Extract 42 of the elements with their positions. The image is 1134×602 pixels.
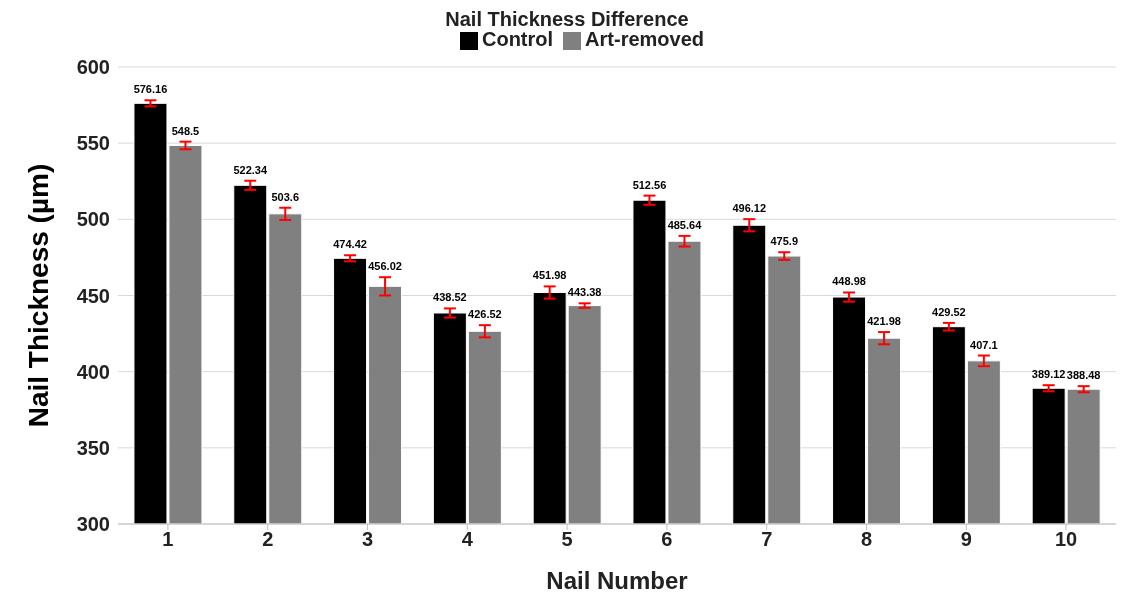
y-tick-label: 600: [76, 56, 110, 79]
y-tick-label: 350: [76, 436, 110, 459]
x-axis-title: Nail Number: [546, 567, 688, 595]
y-tick-label: 400: [76, 360, 110, 383]
data-label: 443.38: [567, 286, 602, 299]
x-tick-label: 5: [561, 528, 573, 551]
data-label: 388.48: [1066, 369, 1101, 382]
x-tick-label: 7: [761, 528, 773, 551]
y-tick-label: 450: [76, 284, 110, 307]
data-label: 485.64: [667, 218, 703, 231]
x-tick-label: 1: [162, 528, 174, 551]
data-label: 474.42: [333, 238, 367, 251]
data-label: 389.12: [1031, 368, 1066, 381]
data-label: 512.56: [632, 178, 667, 191]
chart-title: Nail Thickness Difference: [444, 8, 690, 31]
data-label: 503.6: [271, 190, 300, 203]
x-tick-label: 6: [661, 528, 673, 551]
data-label: 429.52: [932, 305, 966, 318]
data-label: 496.12: [732, 202, 767, 215]
data-label: 475.9: [770, 235, 799, 248]
data-label: 576.16: [133, 83, 168, 96]
y-tick-label: 550: [76, 132, 110, 155]
data-label: 548.5: [171, 124, 200, 137]
x-tick-label: 4: [461, 528, 474, 551]
legend-label: Art-removed: [585, 28, 704, 50]
x-tick-label: 8: [860, 528, 873, 551]
data-label: 451.98: [532, 269, 567, 282]
x-tick-label: 2: [262, 528, 274, 551]
data-label: 456.02: [368, 260, 402, 273]
data-label: 407.1: [970, 338, 998, 351]
y-axis-title: Nail Thickness (µm): [22, 163, 54, 428]
x-tick-label: 9: [960, 528, 972, 551]
data-label: 448.98: [832, 275, 866, 288]
data-label: 426.52: [468, 308, 502, 321]
y-tick-label: 500: [76, 208, 110, 231]
x-tick-label: 3: [361, 528, 374, 551]
x-tick-label: 10: [1054, 528, 1078, 551]
legend-label: Control: [481, 28, 554, 50]
data-label: 438.52: [433, 291, 467, 304]
y-tick-label: 300: [76, 513, 110, 536]
data-label: 522.34: [233, 163, 268, 176]
data-label: 421.98: [867, 315, 901, 328]
